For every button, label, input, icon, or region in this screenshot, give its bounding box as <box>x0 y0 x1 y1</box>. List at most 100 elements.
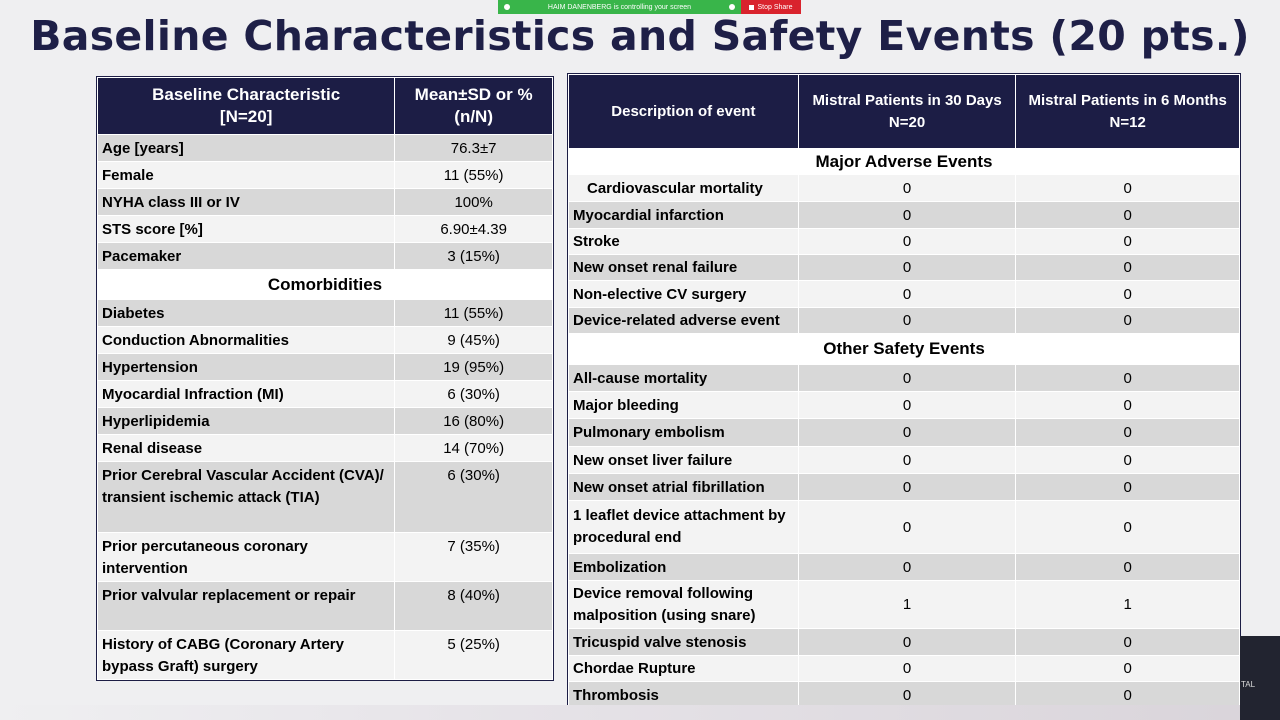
table-row: Age [years] 76.3±7 <box>96 134 553 162</box>
value-30-days: 0 <box>797 391 1017 419</box>
row-value: 19 (95%) <box>394 353 553 381</box>
value-6-months: 0 <box>1015 681 1240 709</box>
slide-title: Baseline Characteristics and Safety Even… <box>30 12 1250 60</box>
table-row: Hyperlipidemia 16 (80%) <box>96 407 553 435</box>
table-row: Chordae Rupture 0 0 <box>568 655 1240 682</box>
event-label: Myocardial infarction <box>568 201 799 229</box>
table-row: Myocardial infarction 0 0 <box>568 201 1240 229</box>
row-value: 16 (80%) <box>394 407 553 435</box>
row-label: STS score [%] <box>96 215 396 243</box>
baseline-table: Baseline Characteristic [N=20] Mean±SD o… <box>96 76 554 681</box>
value-30-days: 0 <box>797 418 1017 447</box>
mean-col-header: Mean±SD or % (n/N) <box>394 77 553 135</box>
row-value: 8 (40%) <box>394 581 553 631</box>
event-label: Cardiovascular mortality <box>568 174 799 202</box>
30days-col-header: Mistral Patients in 30 Days N=20 <box>797 74 1017 149</box>
table-row: Device removal following malposition (us… <box>568 580 1240 629</box>
event-col-header: Description of event <box>568 74 799 149</box>
value-30-days: 0 <box>797 280 1017 308</box>
row-value: 11 (55%) <box>394 299 553 327</box>
value-6-months: 0 <box>1015 364 1240 392</box>
row-value: 11 (55%) <box>394 161 553 189</box>
stop-icon <box>749 4 755 10</box>
table-row: Prior valvular replacement or repair 8 (4… <box>96 581 553 631</box>
row-value: 76.3±7 <box>394 134 553 162</box>
table-row: Stroke 0 0 <box>568 228 1240 255</box>
event-label: Device removal following malposition (us… <box>568 580 799 629</box>
value-6-months: 0 <box>1015 201 1240 229</box>
col-header-line: Mean±SD or % <box>414 85 533 104</box>
event-label: New onset liver failure <box>568 446 799 474</box>
corner-text: TAL <box>1241 680 1256 689</box>
table-row: New onset liver failure 0 0 <box>568 446 1240 474</box>
row-value: 7 (35%) <box>394 532 553 582</box>
row-label: History of CABG (Coronary Artery bypass … <box>96 630 396 680</box>
event-label: New onset renal failure <box>568 254 799 281</box>
value-6-months: 0 <box>1015 174 1240 202</box>
side-panel: TAL <box>1240 636 1280 720</box>
table-row: New onset renal failure 0 0 <box>568 254 1240 281</box>
value-6-months: 0 <box>1015 228 1240 255</box>
stop-share-label: Stop Share <box>757 3 793 11</box>
col-header-line: [N=20] <box>219 107 273 126</box>
section-heading: Other Safety Events <box>568 333 1240 365</box>
col-header-line: Mistral Patients in 6 Months <box>1028 91 1227 109</box>
event-label: All-cause mortality <box>568 364 799 392</box>
table-row: History of CABG (Coronary Artery bypass … <box>96 630 553 680</box>
event-label: Chordae Rupture <box>568 655 799 682</box>
table-row: Pulmonary embolism 0 0 <box>568 418 1240 447</box>
table-row: All-cause mortality 0 0 <box>568 364 1240 392</box>
table-row: Tricuspid valve stenosis 0 0 <box>568 628 1240 656</box>
row-value: 5 (25%) <box>394 630 553 680</box>
row-label: Conduction Abnormalities <box>96 326 396 354</box>
table-row: Prior percutaneous coronary intervention… <box>96 532 553 582</box>
value-6-months: 0 <box>1015 307 1240 334</box>
section-row: Major Adverse Events <box>568 148 1240 175</box>
stop-share-button[interactable]: Stop Share <box>741 0 801 14</box>
row-label: NYHA class III or IV <box>96 188 396 216</box>
table-row: Embolization 0 0 <box>568 553 1240 581</box>
table-row: Major bleeding 0 0 <box>568 391 1240 419</box>
value-6-months: 0 <box>1015 553 1240 581</box>
table-row: Thrombosis 0 0 <box>568 681 1240 709</box>
value-30-days: 0 <box>797 228 1017 255</box>
row-label: Hyperlipidemia <box>96 407 396 435</box>
value-6-months: 0 <box>1015 628 1240 656</box>
row-label: Prior percutaneous coronary intervention <box>96 532 396 582</box>
share-message: HAIM DANENBERG is controlling your scree… <box>547 3 692 11</box>
row-label: Pacemaker <box>96 242 396 270</box>
value-30-days: 0 <box>797 473 1017 501</box>
table-row: Conduction Abnormalities 9 (45%) <box>96 326 553 354</box>
row-value: 3 (15%) <box>394 242 553 270</box>
value-30-days: 0 <box>797 681 1017 709</box>
row-label: Female <box>96 161 396 189</box>
value-30-days: 1 <box>797 580 1017 629</box>
value-6-months: 0 <box>1015 500 1240 554</box>
value-6-months: 0 <box>1015 391 1240 419</box>
table-row: Female 11 (55%) <box>96 161 553 189</box>
row-label: Renal disease <box>96 434 396 462</box>
value-30-days: 0 <box>797 254 1017 281</box>
event-label: Embolization <box>568 553 799 581</box>
col-header-line: Baseline Characteristic <box>152 85 341 104</box>
safety-events-table: Description of event Mistral Patients in… <box>567 73 1241 710</box>
table-row: 1 leaflet device attachment by procedura… <box>568 500 1240 554</box>
table-row: Pacemaker 3 (15%) <box>96 242 553 270</box>
event-label: 1 leaflet device attachment by procedura… <box>568 500 799 554</box>
value-30-days: 0 <box>797 174 1017 202</box>
6months-col-header: Mistral Patients in 6 Months N=12 <box>1015 74 1240 149</box>
share-status: HAIM DANENBERG is controlling your scree… <box>498 0 741 14</box>
event-label: Major bleeding <box>568 391 799 419</box>
row-value: 6 (30%) <box>394 380 553 408</box>
row-label: Hypertension <box>96 353 396 381</box>
row-label: Age [years] <box>96 134 396 162</box>
value-30-days: 0 <box>797 446 1017 474</box>
value-30-days: 0 <box>797 364 1017 392</box>
comorbidities-heading: Comorbidities <box>97 269 553 300</box>
baseline-col-header: Baseline Characteristic [N=20] <box>96 77 396 135</box>
value-6-months: 1 <box>1015 580 1240 629</box>
table-row: Non-elective CV surgery 0 0 <box>568 280 1240 308</box>
share-indicator-icon <box>504 4 510 10</box>
section-row: Other Safety Events <box>568 333 1240 365</box>
event-label: Tricuspid valve stenosis <box>568 628 799 656</box>
